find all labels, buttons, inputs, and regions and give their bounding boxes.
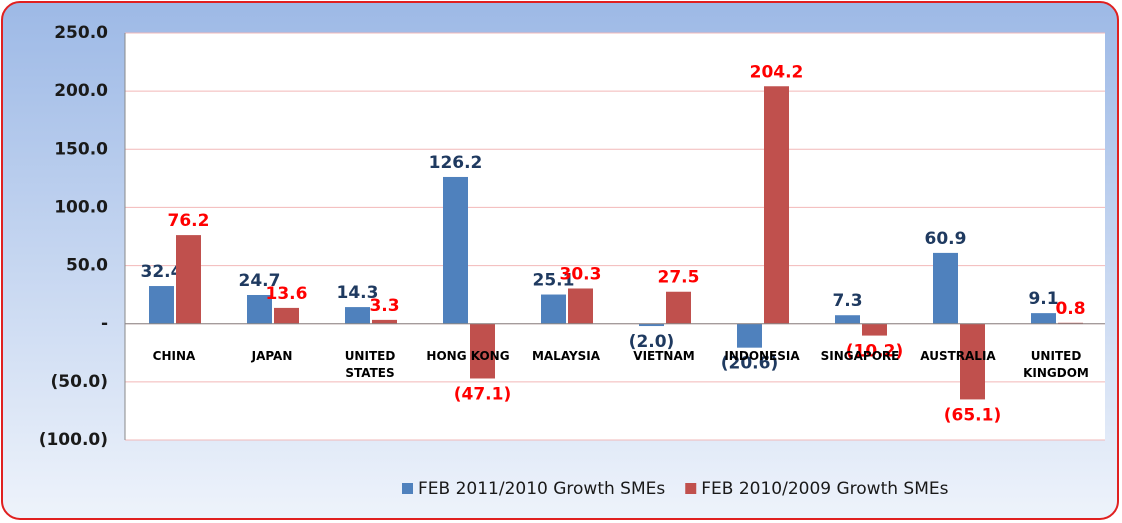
x-tick-label: VIETNAM [633,348,695,363]
value-label: (2.0) [629,332,675,352]
x-tick-label: AUSTRALIA [920,348,996,363]
y-tick-label: 150.0 [54,139,108,159]
bar [541,294,566,324]
bar [666,291,691,324]
y-tick-label: 200.0 [54,81,108,101]
y-tick-label: 50.0 [66,256,108,276]
y-tick-label: 100.0 [54,197,108,217]
value-label: (20.6) [721,354,778,374]
value-label: 13.6 [266,284,308,304]
bar [639,323,664,327]
bar [149,286,174,324]
value-label: 126.2 [429,153,483,173]
bar [443,176,468,324]
bar [737,323,762,348]
bar [470,323,495,379]
y-tick-label: 250.0 [54,23,108,43]
bar [764,86,789,324]
value-label: 7.3 [832,291,862,311]
legend-label: FEB 2011/2010 Growth SMEs [418,479,665,499]
legend-swatch [402,483,413,494]
y-tick-label: (100.0) [39,430,108,450]
value-label: 30.3 [560,264,602,284]
x-tick-label: SINGAPORE [820,348,900,363]
y-tick-label: - [101,314,108,334]
bar [960,323,985,400]
value-label: (65.1) [944,405,1001,425]
bar [274,307,299,324]
plot-area [125,33,1105,440]
y-tick-label: (50.0) [51,372,108,392]
x-tick-label: MALAYSIA [531,348,601,363]
x-tick-label: JAPAN [251,348,293,363]
legend-swatch [685,483,697,494]
value-label: 0.8 [1055,299,1085,319]
legend-label: FEB 2010/2009 Growth SMEs [701,479,948,499]
value-label: 3.3 [369,296,399,316]
bar [862,323,887,336]
value-label: 14.3 [337,283,379,303]
bar [372,319,397,324]
x-tick-label: HONG KONG [426,348,510,363]
bar [345,307,370,324]
bar [1031,313,1056,324]
value-label: 9.1 [1028,289,1058,309]
bar [568,288,593,324]
x-tick-label: CHINA [152,348,196,363]
value-label: (10.2) [846,342,903,362]
value-label: 24.7 [239,271,281,291]
value-label: 27.5 [658,268,700,288]
bar [176,235,201,324]
bar [933,252,958,324]
x-tick-label: INDONESIA [724,348,800,363]
x-tick-label: UNITED KINGDOM [1023,348,1089,380]
bar [835,315,860,324]
value-label: 60.9 [925,229,967,249]
value-label: 25.1 [533,271,575,291]
value-label: (47.1) [454,384,511,404]
value-label: 32.4 [141,262,183,282]
x-tick-label: UNITED STATES [344,348,396,380]
value-label: 76.2 [168,211,210,231]
bar [247,294,272,324]
value-label: 204.2 [750,62,804,82]
